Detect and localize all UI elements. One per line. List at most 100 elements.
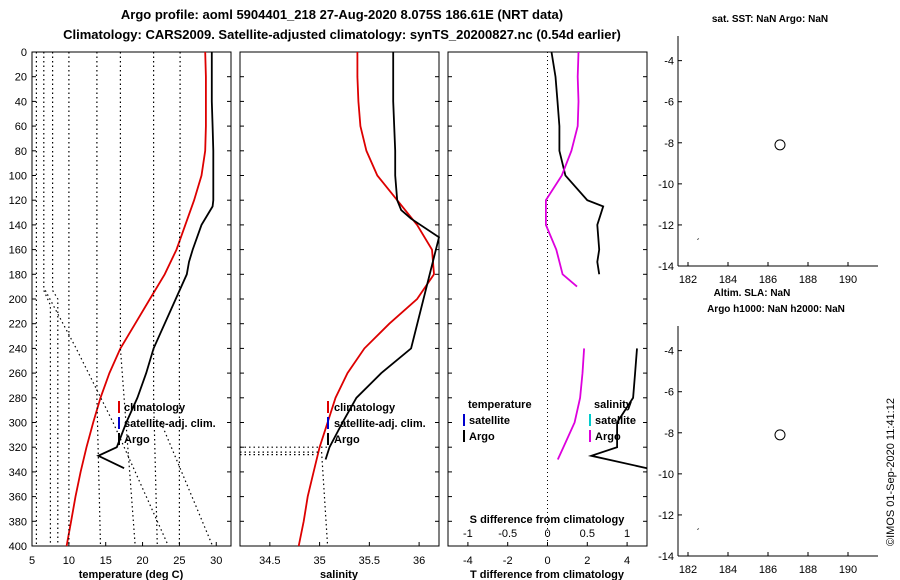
title-line-2: Climatology: CARS2009. Satellite-adjuste… (63, 27, 621, 42)
map-x-tick-label: 184 (719, 274, 737, 286)
difference-axes (447, 51, 648, 547)
temperature-xlabel: temperature (deg C) (79, 569, 184, 580)
depth-label: 180 (9, 269, 27, 281)
sst-argo-location (774, 139, 786, 151)
s-diff-xlabel: S difference from climatology (470, 514, 626, 526)
depth-label: 160 (9, 245, 27, 257)
depth-label: 380 (9, 516, 27, 528)
map-x-tick-label: 182 (679, 274, 697, 286)
t-diff-argo-line (587, 348, 648, 470)
depth-label: 280 (9, 393, 27, 405)
map-y-tick-label: -4 (664, 56, 674, 68)
climatology-line (65, 51, 207, 547)
temperature-axes (31, 51, 232, 547)
depth-label: 220 (9, 319, 27, 331)
map-y-tick-label: -12 (658, 510, 674, 522)
depth-label: 100 (9, 171, 27, 183)
climatology-envelope (96, 52, 102, 547)
argo-line (96, 52, 215, 470)
salinity-legend: climatology satellite-adj. clim. Argo (327, 401, 426, 446)
climatology-envelope (153, 52, 158, 547)
map-x-tick-label: 186 (759, 564, 777, 576)
difference-panel: -4 -2 0 2 4 -1 -0.5 0 0.5 1 S difference from cl… (447, 51, 648, 580)
x-tick-label: 35.5 (359, 555, 380, 567)
map-y-tick-label: -10 (658, 179, 674, 191)
map-y-tick-label: -6 (664, 97, 674, 109)
salinity-xlabel: salinity (320, 569, 359, 580)
map-x-tick-label: 188 (799, 274, 817, 286)
s-tick-label: 0 (544, 528, 550, 540)
imos-watermark: ©IMOS 01-Sep-2020 11:41:12 (885, 398, 897, 546)
x-tick-label: 4 (624, 555, 630, 567)
depth-label: 300 (9, 418, 27, 430)
x-tick-label: 34.5 (259, 555, 280, 567)
map-y-tick-label: -14 (658, 551, 674, 563)
legend-s-satellite: satellite (595, 415, 636, 427)
climatology-envelope (44, 290, 169, 547)
title-line-1: Argo profile: aoml 5904401_218 27-Aug-20… (121, 7, 563, 22)
legend-t-argo: Argo (469, 431, 495, 443)
x-tick-label: 30 (210, 555, 222, 567)
map-y-tick-label: -10 (658, 469, 674, 481)
depth-label: 80 (15, 146, 27, 158)
salinity-panel: 34.5 35 35.5 36 salinity climatology satell… (239, 51, 441, 580)
climatology-envelope (160, 422, 214, 547)
sla-coast-mark: ˏ (696, 519, 700, 531)
sst-title: sat. SST: NaN Argo: NaN (712, 14, 828, 25)
map-y-tick-label: -8 (664, 138, 674, 150)
depth-label: 60 (15, 121, 27, 133)
sla-argo-location (774, 429, 786, 441)
map-x-tick-label: 186 (759, 274, 777, 286)
argo-line (324, 52, 441, 460)
climatology-envelope (321, 452, 329, 547)
s-tick-label: 1 (624, 528, 630, 540)
depth-label: 340 (9, 467, 27, 479)
climatology-line (297, 52, 435, 547)
temperature-panel: 0 20 40 60 80 100 120 140 160 180 200 220 240 260 280 3… (9, 47, 232, 580)
legend-s-argo: Argo (595, 431, 621, 443)
map-x-tick-label: 190 (839, 564, 857, 576)
depth-label: 200 (9, 294, 27, 306)
map-y-tick-label: -12 (658, 220, 674, 232)
temperature-legend: climatology satellite-adj. clim. Argo (118, 401, 216, 446)
sla-title-2: Argo h1000: NaN h2000: NaN (707, 304, 845, 315)
depth-label: 360 (9, 492, 27, 504)
t-diff-argo-line (550, 51, 605, 275)
depth-label: 120 (9, 195, 27, 207)
x-tick-label: 0 (544, 555, 550, 567)
x-tick-label: 36 (413, 555, 425, 567)
t-diff-xlabel: T difference from climatology (470, 569, 625, 580)
depth-label: 40 (15, 96, 27, 108)
legend-climatology: climatology (334, 402, 396, 414)
depth-label: 0 (21, 47, 27, 59)
climatology-envelope (51, 52, 59, 546)
x-tick-label: -2 (503, 555, 513, 567)
map-x-tick-label: 188 (799, 564, 817, 576)
x-tick-label: -4 (463, 555, 473, 567)
legend-t-satellite: satellite (469, 415, 510, 427)
sla-title-1: Altim. SLA: NaN (714, 288, 791, 299)
map-y-tick-label: -8 (664, 428, 674, 440)
s-diff-argo-line (545, 51, 580, 288)
salinity-axes (239, 51, 440, 547)
s-tick-label: -1 (463, 528, 473, 540)
map-x-tick-label: 190 (839, 274, 857, 286)
legend-climatology: climatology (124, 402, 186, 414)
map-x-tick-label: 184 (719, 564, 737, 576)
sst-coast-mark: ˏ (696, 229, 700, 241)
map-y-tick-label: -4 (664, 346, 674, 358)
sla-map-panel: Altim. SLA: NaN Argo h1000: NaN h2000: N… (658, 288, 878, 576)
climatology-envelope (178, 52, 181, 546)
difference-legend: temperature satellite Argo salinity sate… (463, 399, 636, 443)
legend-temperature-title: temperature (468, 399, 532, 411)
depth-label: 240 (9, 343, 27, 355)
depth-label: 140 (9, 220, 27, 232)
x-tick-label: 5 (29, 555, 35, 567)
map-y-tick-label: -14 (658, 261, 674, 273)
x-tick-label: 20 (136, 555, 148, 567)
map-x-tick-label: 182 (679, 564, 697, 576)
climatology-envelope (119, 52, 136, 547)
x-tick-label: 35 (313, 555, 325, 567)
s-tick-label: -0.5 (498, 528, 517, 540)
